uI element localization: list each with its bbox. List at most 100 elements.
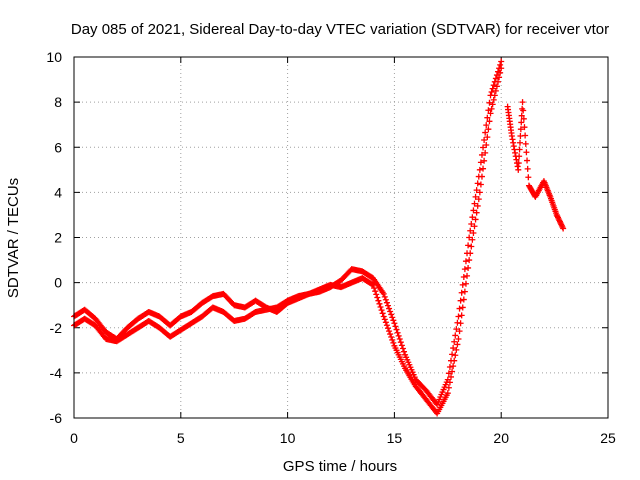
data-point: [370, 281, 377, 288]
data-point: [497, 61, 504, 68]
data-point: [466, 257, 473, 264]
data-point: [472, 216, 479, 223]
data-point: [448, 373, 455, 380]
data-point: [516, 153, 523, 160]
data-point: [489, 101, 496, 108]
data-point: [487, 110, 494, 117]
data-point: [468, 243, 475, 250]
data-point: [377, 303, 384, 310]
data-point: [462, 280, 469, 287]
data-point: [480, 165, 487, 172]
data-point: [518, 112, 525, 119]
data-point: [397, 339, 404, 346]
data-point: [445, 370, 452, 377]
data-point: [456, 305, 463, 312]
data-point: [395, 332, 402, 339]
data-point: [471, 200, 478, 207]
data-point: [449, 368, 456, 375]
data-point: [486, 118, 493, 125]
x-axis-label: GPS time / hours: [283, 458, 397, 475]
data-point: [516, 139, 523, 146]
data-point: [375, 297, 382, 304]
data-point: [444, 390, 451, 397]
data-point: [474, 180, 481, 187]
data-point: [473, 187, 480, 194]
data-point: [383, 322, 390, 329]
data-point: [469, 214, 476, 221]
data-point: [483, 122, 490, 129]
data-point: [480, 144, 487, 151]
data-point: [371, 285, 378, 292]
data-point: [387, 331, 394, 338]
data-point: [478, 151, 485, 158]
data-point: [462, 258, 469, 265]
data-point: [382, 319, 389, 326]
data-point: [476, 166, 483, 173]
tick-labels: 0 5 10 15 20 25 -6 -4 -2 0 2 4 6 8 10: [46, 49, 616, 446]
data-point: [460, 273, 467, 280]
grid: [74, 57, 608, 418]
data-point: [381, 316, 388, 323]
data-point: [450, 363, 457, 370]
data-point: [456, 328, 463, 335]
data-point: [521, 124, 528, 131]
data-point: [492, 75, 499, 82]
data-point: [522, 140, 529, 147]
data-point: [486, 99, 493, 106]
data-point: [482, 129, 489, 136]
data-point: [496, 74, 503, 81]
data-point: [466, 234, 473, 241]
data-point: [483, 141, 490, 148]
data-point: [477, 159, 484, 166]
data-point: [446, 379, 453, 386]
data-point: [378, 307, 385, 314]
data-point: [381, 293, 388, 300]
data-point: [401, 348, 408, 355]
x-tick-label: 25: [600, 430, 616, 446]
data-point: [461, 288, 468, 295]
data-point: [519, 99, 526, 106]
data-point: [467, 250, 474, 257]
data-point: [446, 364, 453, 371]
data-point: [520, 115, 527, 122]
data-point: [389, 314, 396, 321]
data-point: [470, 207, 477, 214]
data-point: [522, 132, 529, 139]
data-point: [489, 85, 496, 92]
data-point: [372, 288, 379, 295]
data-point: [384, 302, 391, 309]
data-point: [379, 310, 386, 317]
x-tick-label: 5: [177, 430, 185, 446]
data-point: [390, 317, 397, 324]
y-tick-label: 8: [54, 94, 62, 110]
data-point: [461, 266, 468, 273]
data-point: [468, 220, 475, 227]
data-point: [477, 181, 484, 188]
data-point: [474, 202, 481, 209]
data-point: [386, 305, 393, 312]
plot-frame: [73, 56, 609, 419]
data-point: [374, 294, 381, 301]
data-point: [485, 126, 492, 133]
data-point: [393, 326, 400, 333]
x-tick-label: 15: [387, 430, 403, 446]
data-point: [458, 289, 465, 296]
data-point: [484, 134, 491, 141]
y-tick-label: 4: [54, 184, 62, 200]
y-axis-label: SDTVAR / TECUs: [5, 178, 22, 298]
chart-title: Day 085 of 2021, Sidereal Day-to-day VTE…: [71, 21, 609, 38]
data-point: [471, 223, 478, 230]
data-point: [491, 92, 498, 99]
x-tick-label: 10: [280, 430, 296, 446]
data-point: [459, 281, 466, 288]
data-point: [560, 225, 567, 232]
data-point: [517, 126, 524, 133]
data-point: [389, 336, 396, 343]
data-point: [485, 107, 492, 114]
data-point: [465, 264, 472, 271]
data-point: [525, 174, 532, 181]
series-track-c: [504, 99, 567, 232]
data-point: [498, 65, 505, 72]
data-point: [488, 105, 495, 112]
data-point: [388, 334, 395, 341]
